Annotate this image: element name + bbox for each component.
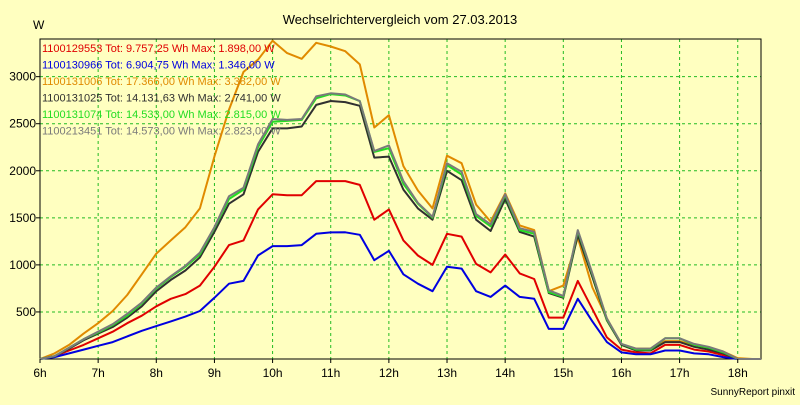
- y-tick-label: 1000: [9, 258, 36, 272]
- x-tick-label: 15h: [553, 366, 573, 380]
- series-line-1100130966: [39, 231, 761, 360]
- x-tick-label: 6h: [33, 366, 46, 380]
- y-tick-label: 1500: [9, 211, 36, 225]
- y-tick-label: 2000: [9, 164, 36, 178]
- plot-frame: [39, 38, 762, 360]
- legend-entry-1100131006: 1100131006 Tot: 17.366,00 Wh Max: 3.382,…: [42, 76, 281, 88]
- x-tick-label: 17h: [670, 366, 690, 380]
- legend-entry-1100131074: 1100131074 Tot: 14.533,00 Wh Max: 2.815,…: [42, 109, 281, 121]
- y-axis-unit-label: W: [33, 18, 45, 32]
- y-tick-label: 3000: [9, 70, 36, 84]
- grid: [40, 39, 761, 359]
- chart-title: Wechselrichtervergleich vom 27.03.2013: [283, 12, 518, 27]
- x-tick-label: 8h: [150, 366, 163, 380]
- series-line-1100213451: [39, 92, 761, 360]
- x-tick-label: 10h: [263, 366, 283, 380]
- x-tick-label: 13h: [437, 366, 457, 380]
- legend-entry-1100131025: 1100131025 Tot: 14.131,63 Wh Max: 2.741,…: [42, 93, 281, 105]
- legend-entry-1100129553: 1100129553 Tot: 9.757,25 Wh Max: 1.898,0…: [42, 43, 275, 55]
- x-tick-label: 16h: [611, 366, 631, 380]
- legend-entry-1100213451: 1100213451 Tot: 14.573,00 Wh Max: 2.823,…: [42, 126, 281, 138]
- footer-credit: SunnyReport pinxit: [711, 387, 796, 398]
- x-tick-label: 18h: [728, 366, 748, 380]
- x-tick-label: 14h: [495, 366, 515, 380]
- x-tick-label: 9h: [208, 366, 221, 380]
- x-tick-label: 7h: [91, 366, 104, 380]
- y-tick-label: 500: [16, 305, 36, 319]
- series-line-1100129553: [39, 180, 761, 360]
- axes: 6h 7h 8h 9h 10h 11h 12h 13h 14h 15h 16h 17h 18h 500 10…: [9, 70, 747, 380]
- x-tick-label: 12h: [379, 366, 399, 380]
- legend-entry-1100130966: 1100130966 Tot: 6.904,75 Wh Max: 1.346,0…: [42, 60, 275, 72]
- series-lines: [39, 39, 761, 360]
- y-tick-label: 2500: [9, 117, 36, 131]
- x-tick-label: 11h: [321, 366, 340, 380]
- legend: 1100129553 Tot: 9.757,25 Wh Max: 1.898,0…: [42, 43, 281, 138]
